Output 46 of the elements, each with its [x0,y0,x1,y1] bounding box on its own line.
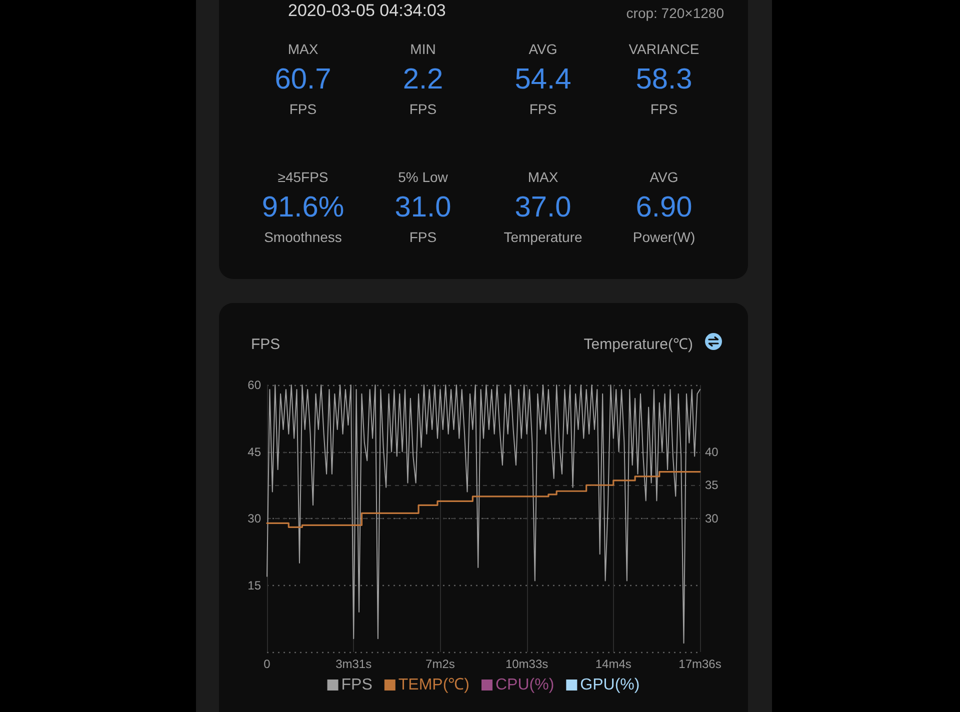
y-tick-label: 15 [248,578,262,592]
text: FPS [409,101,437,117]
legend-label: CPU(%) [496,676,554,694]
x-tick-label: 3m31s [336,657,372,671]
text: AVG [650,169,678,185]
text: MAX [528,169,558,185]
legend-label: GPU(%) [580,676,640,694]
text: FPS [409,229,437,245]
text: 54.4 [514,64,572,96]
text: FPS [529,101,557,117]
text: Power(W) [632,229,696,245]
text: ≥45FPS [278,169,328,185]
text: MAX [288,41,318,57]
y2-tick-label: 30 [705,512,719,526]
text: Smoothness [264,229,342,245]
text: MIN [410,41,436,57]
legend-label: TEMP(℃) [398,676,470,694]
x-tick-label: 7m2s [426,657,455,671]
y2-tick-label: 40 [705,444,719,459]
x-tick-label: 10m33s [505,657,548,671]
x-tick-label: 14m4s [595,657,632,671]
text: FPS [289,101,317,117]
text: FPS [650,101,678,117]
x-tick-label: 17m36s [678,657,722,671]
text: AVG [528,41,558,57]
text: 58.3 [636,64,692,96]
text: crop: 720×1280 [626,5,724,21]
text: 60.7 [274,64,332,96]
text: 31.0 [394,192,452,224]
text: VARIANCE [628,41,700,57]
text: 6.90 [636,192,692,224]
text: 5% Low [398,169,448,185]
y2-tick-label: 35 [705,478,719,492]
y2-axis-title: Temperature(℃) [584,336,694,353]
y-tick-label: 60 [248,378,262,392]
text: 2020-03-05 04:34:03 [288,1,446,21]
text: Temperature [504,229,582,245]
line-series [266,384,700,644]
x-tick-label: 0 [264,657,271,671]
text: 2.2 [402,64,444,96]
text: 37.0 [514,192,572,224]
legend-label: FPS [341,676,372,694]
text: 91.6% [262,192,344,224]
y-tick-label: 45 [248,444,262,459]
y-axis-title: FPS [251,336,280,353]
y-tick-label: 30 [248,512,262,526]
